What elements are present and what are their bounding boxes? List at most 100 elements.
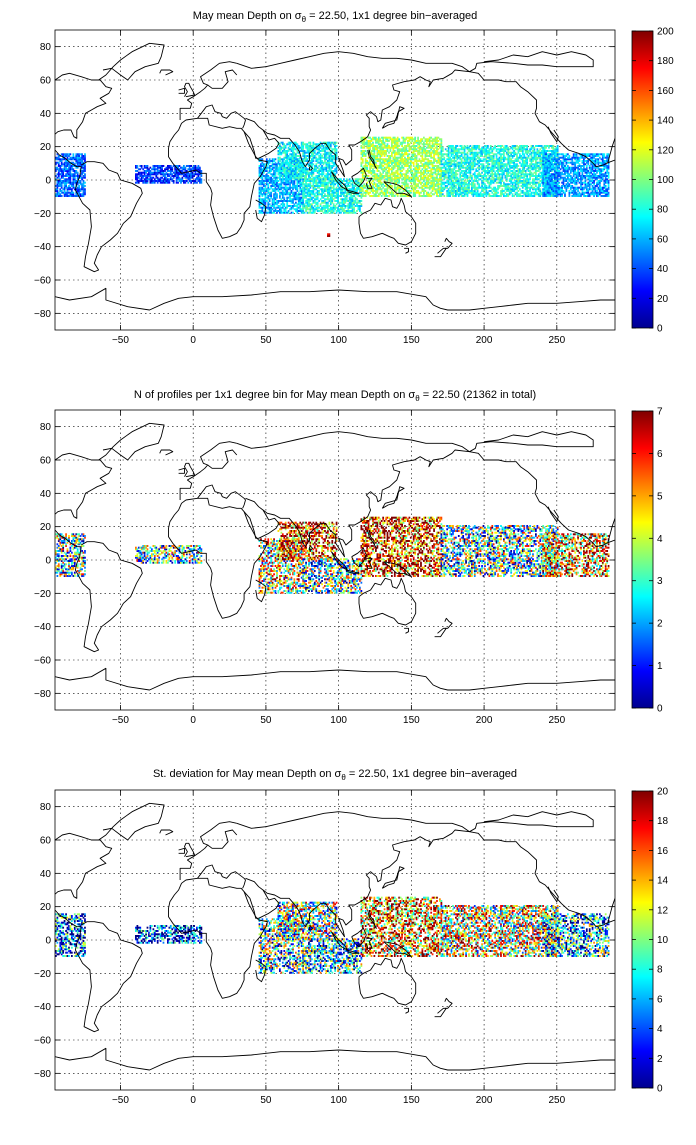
- data-cell: [295, 170, 297, 172]
- data-cell: [265, 202, 267, 204]
- data-cell: [318, 200, 320, 202]
- data-cell: [363, 140, 365, 142]
- data-cell: [330, 155, 332, 157]
- data-cell: [381, 147, 383, 149]
- data-cell: [352, 207, 354, 209]
- data-cell: [422, 182, 424, 184]
- data-cell: [417, 137, 419, 139]
- data-cell: [419, 160, 421, 162]
- data-cell: [474, 192, 476, 194]
- data-cell: [141, 167, 143, 169]
- data-cell: [369, 147, 371, 149]
- data-cell: [327, 202, 329, 204]
- data-cell: [317, 160, 319, 162]
- data-cell: [343, 210, 345, 212]
- data-cell: [477, 180, 479, 182]
- data-cell: [157, 165, 159, 167]
- data-cell: [278, 187, 280, 189]
- data-cell: [406, 185, 408, 187]
- data-cell: [67, 172, 69, 174]
- data-cell: [439, 187, 441, 189]
- data-cell: [419, 192, 421, 194]
- data-cell: [359, 205, 361, 207]
- data-cell: [419, 150, 421, 152]
- data-cell: [323, 180, 325, 182]
- data-cell: [391, 145, 393, 147]
- data-cell: [170, 177, 172, 179]
- data-cell: [368, 170, 370, 172]
- data-cell: [301, 147, 303, 149]
- data-cell: [445, 175, 447, 177]
- data-cell: [163, 178, 165, 180]
- data-cell: [381, 192, 383, 194]
- data-cell: [154, 172, 156, 174]
- data-cell: [487, 147, 489, 149]
- data-cell: [279, 212, 281, 214]
- data-cell: [343, 180, 345, 182]
- data-cell: [427, 165, 429, 167]
- data-cell: [272, 208, 274, 210]
- data-cell: [259, 210, 261, 212]
- data-cell: [356, 210, 358, 212]
- data-cell: [199, 177, 201, 179]
- data-cell: [84, 155, 86, 157]
- data-cell: [487, 180, 489, 182]
- data-cell: [423, 177, 425, 179]
- data-cell: [74, 195, 76, 197]
- data-cell: [326, 147, 328, 149]
- data-cell: [346, 200, 348, 202]
- data-cell: [323, 200, 325, 202]
- data-cell: [400, 175, 402, 177]
- data-cell: [384, 160, 386, 162]
- data-cell: [317, 185, 319, 187]
- data-cell: [304, 183, 306, 185]
- data-cell: [67, 187, 69, 189]
- data-cell: [430, 160, 432, 162]
- data-cell: [285, 167, 287, 169]
- data-cell: [294, 203, 296, 205]
- data-cell: [171, 170, 173, 172]
- data-cell: [275, 165, 277, 167]
- data-cell: [279, 170, 281, 172]
- data-cell: [275, 172, 277, 174]
- data-cell: [438, 187, 440, 189]
- data-cell: [371, 182, 373, 184]
- data-cell: [339, 195, 341, 197]
- data-cell: [441, 177, 443, 179]
- data-cell: [310, 145, 312, 147]
- data-cell: [470, 183, 472, 185]
- data-cell: [423, 192, 425, 194]
- data-cell: [173, 175, 175, 177]
- data-cell: [445, 162, 447, 164]
- data-cell: [314, 200, 316, 202]
- data-cell: [307, 192, 309, 194]
- data-cell: [304, 207, 306, 209]
- data-cell: [83, 167, 85, 169]
- data-cell: [330, 207, 332, 209]
- data-cell: [333, 165, 335, 167]
- data-cell: [483, 180, 485, 182]
- data-cell: [407, 150, 409, 152]
- data-cell: [307, 212, 309, 214]
- data-cell: [455, 172, 457, 174]
- data-cell: [282, 202, 284, 204]
- data-cell: [259, 187, 261, 189]
- data-cell: [448, 190, 450, 192]
- data-cell: [326, 170, 328, 172]
- data-cell: [483, 193, 485, 195]
- data-cell: [406, 152, 408, 154]
- data-cell: [314, 155, 316, 157]
- data-cell: [349, 182, 351, 184]
- data-cell: [410, 180, 412, 182]
- data-cell: [441, 142, 443, 144]
- data-cell: [355, 180, 357, 182]
- data-cell: [327, 170, 329, 172]
- data-cell: [471, 187, 473, 189]
- data-cell: [483, 187, 485, 189]
- data-cell: [262, 195, 264, 197]
- data-cell: [388, 140, 390, 142]
- data-cell: [381, 177, 383, 179]
- data-cell: [403, 195, 405, 197]
- data-cell: [461, 155, 463, 157]
- data-cell: [403, 177, 405, 179]
